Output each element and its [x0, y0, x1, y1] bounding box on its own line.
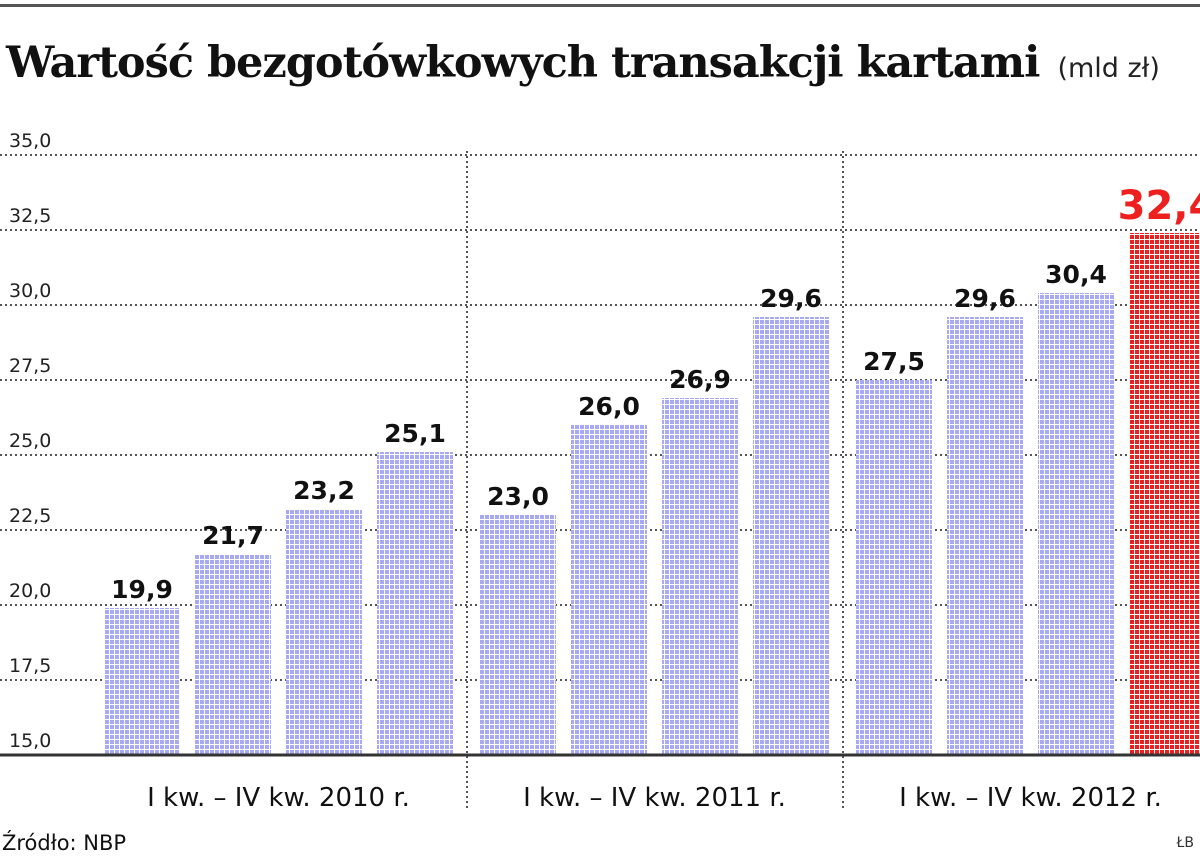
bar — [195, 554, 271, 755]
bar — [104, 608, 180, 755]
unit-label: (mld zł) — [1057, 53, 1160, 84]
bar — [753, 317, 829, 755]
y-tick-label: 15,0 — [9, 730, 51, 752]
value-label: 26,0 — [578, 392, 640, 421]
bar-highlight — [1129, 233, 1200, 755]
bar — [662, 398, 738, 755]
value-label: 19,9 — [111, 575, 173, 604]
value-label: 29,6 — [954, 284, 1016, 313]
value-label: 26,9 — [669, 365, 731, 394]
bar — [947, 317, 1023, 755]
value-label-highlight: 32,4 — [1118, 183, 1200, 229]
source-note: Źródło: NBP — [2, 831, 127, 855]
labels-layer: 15,0 17,5 20,0 22,5 25,0 27,5 30,0 32,5 35,0 19,9… — [9, 130, 1200, 813]
bar — [286, 509, 362, 755]
y-tick-label: 35,0 — [9, 130, 51, 152]
value-label: 25,1 — [384, 419, 446, 448]
bar — [571, 425, 647, 755]
bars-layer — [104, 233, 1200, 755]
y-tick-label: 22,5 — [9, 505, 51, 527]
author-signature: ŁB — [1176, 835, 1194, 851]
value-label: 23,0 — [487, 482, 549, 511]
value-label: 21,7 — [202, 521, 264, 550]
y-tick-label: 30,0 — [9, 280, 51, 302]
group-label: I kw. – IV kw. 2010 r. — [147, 783, 410, 813]
value-label: 30,4 — [1045, 260, 1107, 289]
top-rule — [0, 4, 1200, 7]
value-label: 23,2 — [293, 476, 355, 505]
bar — [480, 515, 556, 755]
value-label: 27,5 — [863, 347, 925, 376]
bar — [1038, 293, 1114, 755]
y-tick-label: 20,0 — [9, 580, 51, 602]
y-tick-label: 27,5 — [9, 355, 51, 377]
value-label: 29,6 — [760, 284, 822, 313]
group-label: I kw. – IV kw. 2011 r. — [523, 783, 786, 813]
y-tick-label: 32,5 — [9, 205, 51, 227]
bar — [856, 380, 932, 755]
title-row: Wartość bezgotówkowych transakcji kartam… — [6, 38, 1160, 88]
y-tick-label: 25,0 — [9, 430, 51, 452]
bar — [377, 452, 453, 755]
group-label: I kw. – IV kw. 2012 r. — [899, 783, 1162, 813]
chart-title: Wartość bezgotówkowych transakcji kartam… — [6, 38, 1040, 88]
y-tick-label: 17,5 — [9, 655, 51, 677]
